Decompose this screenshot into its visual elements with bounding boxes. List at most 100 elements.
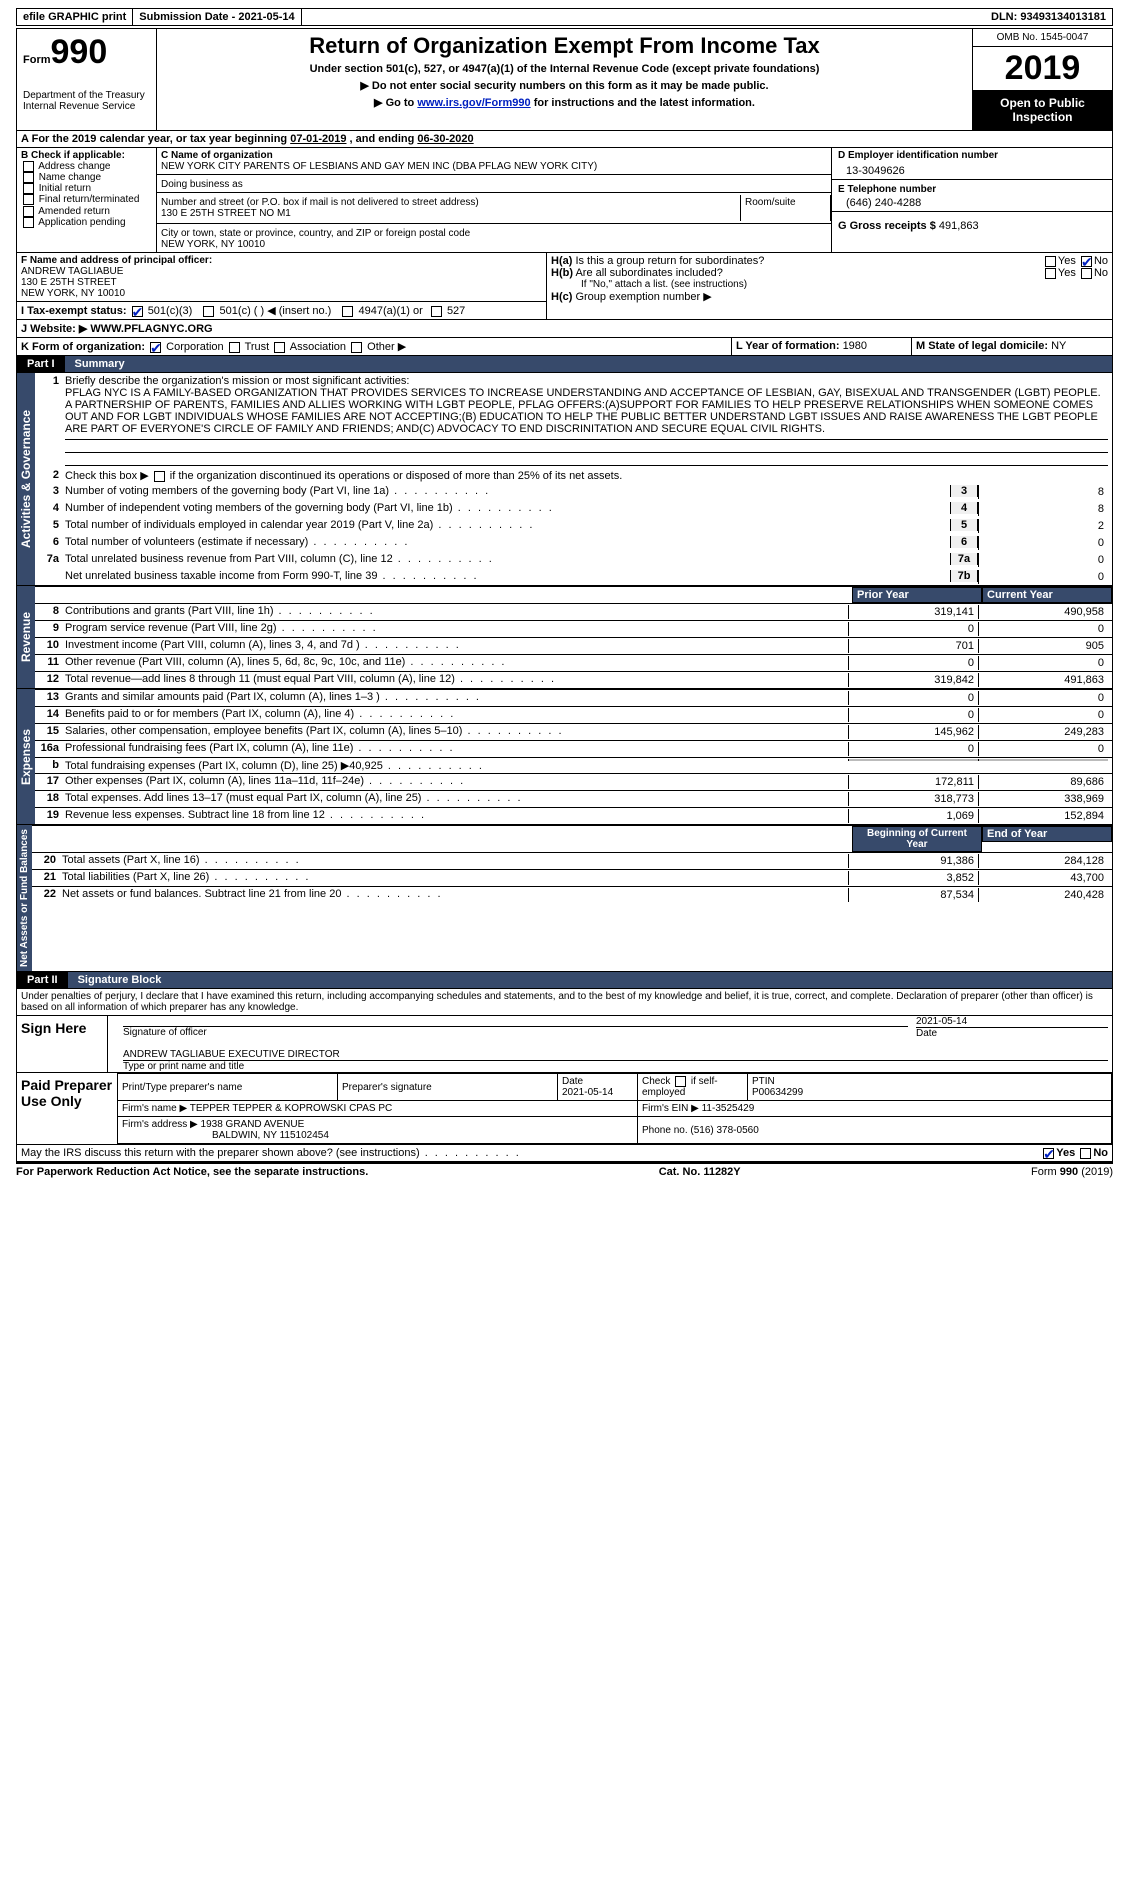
dept-treasury: Department of the Treasury Internal Reve… [23, 90, 150, 112]
data-line: 20Total assets (Part X, line 16)91,38628… [32, 852, 1112, 869]
box-hc: H(c) Group exemption number ▶ [551, 290, 1108, 303]
chk-selfemp[interactable] [675, 1076, 686, 1087]
chk-trust[interactable] [229, 342, 240, 353]
discuss-row: May the IRS discuss this return with the… [16, 1145, 1113, 1162]
data-line: bTotal fundraising expenses (Part IX, co… [35, 757, 1112, 773]
submission-date: Submission Date - 2021-05-14 [133, 9, 301, 25]
firm-addr: Firm's address ▶ 1938 GRAND AVENUEBALDWI… [118, 1117, 638, 1144]
ha-yes[interactable] [1045, 256, 1056, 267]
prep-ptin: PTINP00634299 [748, 1074, 1112, 1101]
boxb-item: Name change [21, 172, 152, 183]
expenses-section: Expenses 13Grants and similar amounts pa… [16, 689, 1113, 825]
officer-name: ANDREW TAGLIABUE EXECUTIVE DIRECTOR [123, 1049, 1108, 1060]
officer-status-row: F Name and address of principal officer:… [16, 253, 1113, 320]
box-f-label: F Name and address of principal officer: [21, 255, 542, 266]
col-current: Current Year [982, 587, 1112, 603]
tax-year: 2019 [973, 47, 1112, 90]
data-line: 18Total expenses. Add lines 13–17 (must … [35, 790, 1112, 807]
boxb-item: Amended return [21, 206, 152, 217]
prep-name-hdr: Print/Type preparer's name [118, 1074, 338, 1101]
revenue-section: Revenue Prior Year Current Year 8Contrib… [16, 586, 1113, 689]
box-m: M State of legal domicile: NY [912, 338, 1112, 355]
data-line: 21Total liabilities (Part X, line 26)3,8… [32, 869, 1112, 886]
chk-assoc[interactable] [274, 342, 285, 353]
box-l: L Year of formation: 1980 [732, 338, 912, 355]
box-c-name: C Name of organization NEW YORK CITY PAR… [157, 148, 831, 175]
data-line: 8Contributions and grants (Part VIII, li… [35, 603, 1112, 620]
entity-grid: B Check if applicable: Address change Na… [16, 148, 1113, 253]
box-ha: H(a) Is this a group return for subordin… [551, 255, 1108, 267]
hb-no[interactable] [1081, 268, 1092, 279]
data-line: 13Grants and similar amounts paid (Part … [35, 689, 1112, 706]
sig-date: 2021-05-14 [916, 1016, 1108, 1027]
gov-line: 5Total number of individuals employed in… [35, 517, 1112, 534]
line-2: 2Check this box ▶ if the organization di… [35, 467, 1112, 483]
form-subtitle-2: Do not enter social security numbers on … [163, 79, 966, 92]
line-1: 1 Briefly describe the organization's mi… [35, 373, 1112, 467]
room-suite: Room/suite [741, 195, 831, 221]
activities-governance: Activities & Governance 1 Briefly descri… [16, 373, 1113, 586]
data-line: 12Total revenue—add lines 8 through 11 (… [35, 671, 1112, 688]
top-bar: efile GRAPHIC print Submission Date - 20… [16, 8, 1113, 26]
chk-501c3[interactable] [132, 306, 143, 317]
data-line: 17Other expenses (Part IX, column (A), l… [35, 773, 1112, 790]
form-990-label: Form990 [23, 33, 150, 72]
prep-selfemp: Check if self-employed [638, 1074, 748, 1101]
hb-yes[interactable] [1045, 268, 1056, 279]
chk-boxb[interactable] [23, 217, 34, 228]
box-g: G Gross receipts $ 491,863 [832, 214, 1112, 234]
page-footer: For Paperwork Reduction Act Notice, see … [16, 1162, 1113, 1178]
ha-no[interactable] [1081, 256, 1092, 267]
vlabel-rev: Revenue [17, 586, 35, 688]
col-boy: Beginning of Current Year [852, 826, 982, 852]
box-k: K Form of organization: Corporation Trus… [17, 338, 732, 355]
discuss-yes[interactable] [1043, 1148, 1054, 1159]
box-d: D Employer identification number13-30496… [832, 148, 1112, 180]
data-line: 9Program service revenue (Part VIII, lin… [35, 620, 1112, 637]
discuss-no[interactable] [1080, 1148, 1091, 1159]
gov-line: 6Total number of volunteers (estimate if… [35, 534, 1112, 551]
chk-501c[interactable] [203, 306, 214, 317]
street: Number and street (or P.O. box if mail i… [157, 195, 741, 221]
gov-line: 3Number of voting members of the governi… [35, 483, 1112, 500]
chk-boxb[interactable] [23, 194, 34, 205]
box-b: B Check if applicable: Address change Na… [17, 148, 157, 252]
chk-boxb[interactable] [23, 183, 34, 194]
form990-link[interactable]: www.irs.gov/Form990 [417, 97, 530, 109]
efile-label: efile GRAPHIC print [17, 9, 133, 25]
perjury-statement: Under penalties of perjury, I declare th… [16, 989, 1113, 1016]
col-eoy: End of Year [982, 826, 1112, 842]
col-prior: Prior Year [852, 587, 982, 603]
website-row: J Website: ▶ WWW.PFLAGNYC.ORG [16, 320, 1113, 338]
chk-527[interactable] [431, 306, 442, 317]
box-j: J Website: ▶ WWW.PFLAGNYC.ORG [17, 320, 1112, 337]
data-line: 15Salaries, other compensation, employee… [35, 723, 1112, 740]
part2-header: Part IISignature Block [16, 972, 1113, 989]
firm-phone: Phone no. (516) 378-0560 [638, 1117, 1112, 1144]
data-line: 10Investment income (Part VIII, column (… [35, 637, 1112, 654]
dln: DLN: 93493134013181 [985, 9, 1112, 25]
gov-line: 4Number of independent voting members of… [35, 500, 1112, 517]
form-subtitle-3: Go to www.irs.gov/Form990 for instructio… [163, 96, 966, 109]
form-subtitle-1: Under section 501(c), 527, or 4947(a)(1)… [163, 63, 966, 75]
city: City or town, state or province, country… [157, 226, 831, 252]
period-row: A For the 2019 calendar year, or tax yea… [16, 131, 1113, 148]
data-line: 11Other revenue (Part VIII, column (A), … [35, 654, 1112, 671]
chk-boxb[interactable] [23, 172, 34, 183]
netassets-section: Net Assets or Fund Balances Beginning of… [16, 825, 1113, 972]
chk-discontinued[interactable] [154, 471, 165, 482]
chk-boxb[interactable] [23, 161, 34, 172]
boxb-item: Address change [21, 161, 152, 172]
chk-corp[interactable] [150, 342, 161, 353]
chk-boxb[interactable] [23, 206, 34, 217]
paid-preparer-label: Paid Preparer Use Only [17, 1073, 117, 1144]
chk-4947[interactable] [342, 306, 353, 317]
chk-other[interactable] [351, 342, 362, 353]
paid-preparer-block: Paid Preparer Use Only Print/Type prepar… [16, 1073, 1113, 1145]
data-line: 19Revenue less expenses. Subtract line 1… [35, 807, 1112, 824]
form-header: Form990 Department of the Treasury Inter… [16, 28, 1113, 131]
firm-ein: Firm's EIN ▶ 11-3525429 [638, 1101, 1112, 1117]
vlabel-exp: Expenses [17, 689, 35, 824]
boxb-item: Application pending [21, 217, 152, 228]
prep-sig-hdr: Preparer's signature [338, 1074, 558, 1101]
